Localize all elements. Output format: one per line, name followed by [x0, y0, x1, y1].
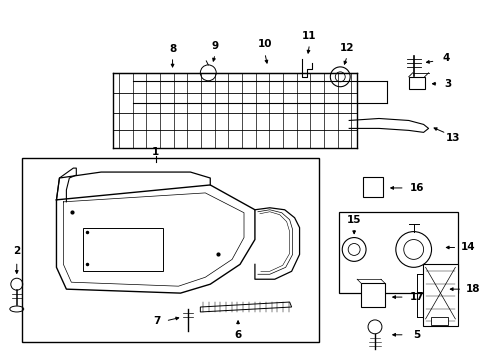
Bar: [21, 158, 319, 342]
Text: 4: 4: [442, 53, 449, 63]
Bar: [408, 77, 424, 89]
Text: 1: 1: [152, 147, 159, 157]
Bar: [422, 264, 457, 326]
Text: 8: 8: [168, 44, 176, 54]
Text: 6: 6: [234, 330, 241, 340]
Bar: [429, 317, 447, 325]
Text: 9: 9: [211, 41, 218, 51]
Text: 3: 3: [444, 79, 451, 89]
Text: 12: 12: [339, 43, 354, 53]
Bar: [362, 177, 382, 197]
Text: 14: 14: [460, 243, 475, 252]
Text: 17: 17: [408, 292, 423, 302]
Text: 7: 7: [153, 316, 160, 326]
Bar: [339, 212, 457, 293]
Text: 11: 11: [302, 31, 316, 41]
Bar: [360, 283, 384, 307]
Text: 18: 18: [465, 284, 480, 294]
Text: 5: 5: [412, 330, 419, 340]
Text: 2: 2: [13, 247, 20, 256]
Text: 15: 15: [346, 215, 361, 225]
Text: 16: 16: [408, 183, 423, 193]
Bar: [83, 228, 163, 271]
Text: 10: 10: [257, 39, 271, 49]
Text: 13: 13: [445, 133, 460, 143]
